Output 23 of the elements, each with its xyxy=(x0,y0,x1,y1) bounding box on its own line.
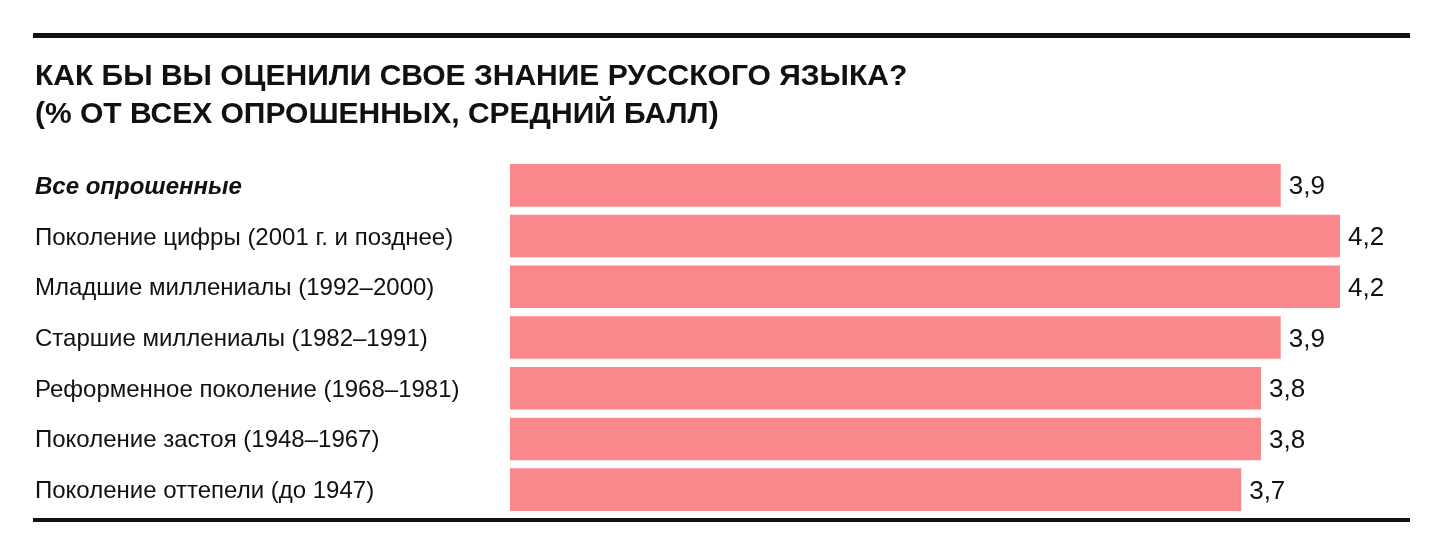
bar xyxy=(510,366,1261,410)
chart-title: КАК БЫ ВЫ ОЦЕНИЛИ СВОЕ ЗНАНИЕ РУССКОГО ЯЗЫКА? xyxy=(35,58,908,92)
data-label: 4,2 xyxy=(1348,221,1385,252)
bar xyxy=(510,316,1281,359)
data-label: 3,8 xyxy=(1268,373,1306,404)
data-label: 3,8 xyxy=(1268,423,1306,454)
y-tick-label: Реформенное поколение (1968–1981) xyxy=(35,374,460,402)
y-tick-label: Старшие миллениалы (1982–1991) xyxy=(35,324,428,351)
y-tick-label: Поколение цифры (2001 г. и позднее) xyxy=(35,222,454,250)
y-tick-label: Поколение оттепели (до 1947) xyxy=(35,476,375,504)
bar xyxy=(510,468,1242,511)
bar xyxy=(510,214,1340,258)
data-label: 3,9 xyxy=(1288,170,1325,201)
y-tick-label: Младшие миллениалы (1992–2000) xyxy=(35,273,435,301)
bar xyxy=(510,417,1261,461)
y-tick-label: Все опрошенные xyxy=(35,171,242,199)
data-label: 4,2 xyxy=(1348,271,1385,302)
bar xyxy=(510,164,1281,207)
data-label: 3,9 xyxy=(1288,322,1325,353)
chart-subtitle: (% ОТ ВСЕХ ОПРОШЕННЫХ, СРЕДНИЙ БАЛЛ) xyxy=(35,96,719,130)
bar xyxy=(510,265,1340,309)
y-tick-label: Поколение застоя (1948–1967) xyxy=(35,425,380,453)
data-label: 3,7 xyxy=(1249,474,1286,505)
